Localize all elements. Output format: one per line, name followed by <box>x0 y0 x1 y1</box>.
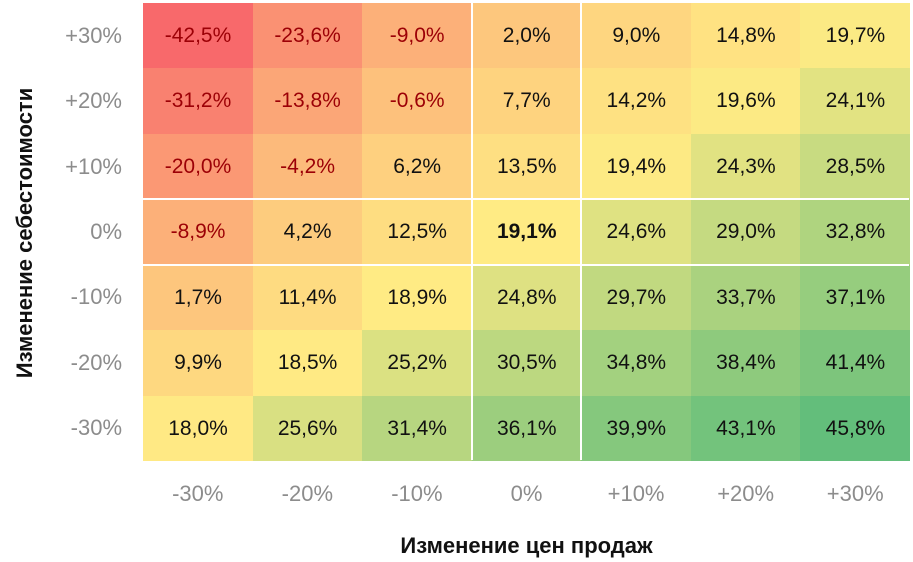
x-tick-label: +10% <box>607 481 665 506</box>
heatmap-cell: 6,2% <box>362 133 473 200</box>
x-tick-label: +30% <box>826 481 884 506</box>
y-tick-label: +30% <box>65 22 122 48</box>
heatmap-cell: -42,5% <box>143 3 254 69</box>
y-tick-label: -20% <box>70 349 122 375</box>
heatmap-cell: 19,4% <box>581 133 692 200</box>
heatmap-grid: -42,5% -23,6% -9,0% 2,0% 9,0% 14,8% 19,7% -31,2… <box>142 2 911 462</box>
heatmap-cell: 19,1% <box>471 199 582 266</box>
x-axis-title: Изменение цен продаж <box>400 533 653 558</box>
x-tick-label: -30% <box>172 481 224 506</box>
heatmap-cell: 1,7% <box>143 264 254 331</box>
heatmap-cell: 9,0% <box>581 3 692 69</box>
heatmap-cell: 19,7% <box>800 3 911 69</box>
heatmap-cell: 30,5% <box>471 330 582 397</box>
y-tick-label: -10% <box>70 284 122 310</box>
heatmap-cell: 37,1% <box>800 264 911 331</box>
heatmap-cell: -9,0% <box>362 3 473 69</box>
heatmap-cell: 4,2% <box>252 199 363 266</box>
heatmap-cell: 24,1% <box>800 68 911 135</box>
heatmap-cell: 9,9% <box>143 330 254 397</box>
heatmap-cell: 45,8% <box>800 395 911 462</box>
heatmap-cell: 38,4% <box>690 330 801 397</box>
heatmap-cell: 28,5% <box>800 133 911 200</box>
heatmap-cell: -0,6% <box>362 68 473 135</box>
heatmap-cell: 25,2% <box>362 330 473 397</box>
heatmap-cell: 18,5% <box>252 330 363 397</box>
heatmap-cell: -8,9% <box>143 199 254 266</box>
heatmap-cell: 19,6% <box>690 68 801 135</box>
y-axis-title: Изменение себестоимости <box>12 87 37 379</box>
y-tick-label: +10% <box>65 153 122 179</box>
heatmap-cell: 34,8% <box>581 330 692 397</box>
highlight-line <box>470 2 473 460</box>
heatmap-cell: 24,3% <box>690 133 801 200</box>
heatmap-cell: 29,0% <box>690 199 801 266</box>
heatmap-cell: 25,6% <box>252 395 363 462</box>
heatmap-cell: -20,0% <box>143 133 254 200</box>
y-tick-label: -30% <box>70 415 122 441</box>
y-tick-label: 0% <box>90 219 122 244</box>
heatmap-cell: 12,5% <box>362 199 473 266</box>
heatmap-cell: 31,4% <box>362 395 473 462</box>
heatmap-cell: -13,8% <box>252 68 363 135</box>
heatmap-cell: 36,1% <box>471 395 582 462</box>
x-tick-label: -20% <box>281 481 334 506</box>
heatmap-cell: 14,8% <box>690 3 801 69</box>
x-tick-label: 0% <box>510 481 543 506</box>
heatmap-cell: 33,7% <box>690 264 801 331</box>
x-tick-label: +20% <box>717 481 775 506</box>
heatmap-cell: 11,4% <box>252 264 363 331</box>
heatmap-cell: -23,6% <box>252 3 363 69</box>
highlight-line <box>142 263 909 266</box>
heatmap-cell: 41,4% <box>800 330 911 397</box>
heatmap-cell: 18,9% <box>362 264 473 331</box>
heatmap-cell: 39,9% <box>581 395 692 462</box>
highlight-line <box>580 2 583 460</box>
heatmap-cell: 2,0% <box>471 3 582 69</box>
heatmap-cell: 24,6% <box>581 199 692 266</box>
highlight-line <box>142 198 909 201</box>
y-tick-label: +20% <box>65 88 122 114</box>
heatmap-cell: 32,8% <box>800 199 911 266</box>
x-tick-label: -10% <box>391 481 443 506</box>
heatmap-cell: 24,8% <box>471 264 582 331</box>
heatmap-cell: 18,0% <box>143 395 254 462</box>
heatmap-cell: 13,5% <box>471 133 582 200</box>
heatmap-cell: 29,7% <box>581 264 692 331</box>
heatmap-cell: 43,1% <box>690 395 801 462</box>
heatmap-cell: -31,2% <box>143 68 254 135</box>
heatmap-cell: -4,2% <box>252 133 363 200</box>
heatmap-cell: 7,7% <box>471 68 582 135</box>
heatmap-cell: 14,2% <box>581 68 692 135</box>
